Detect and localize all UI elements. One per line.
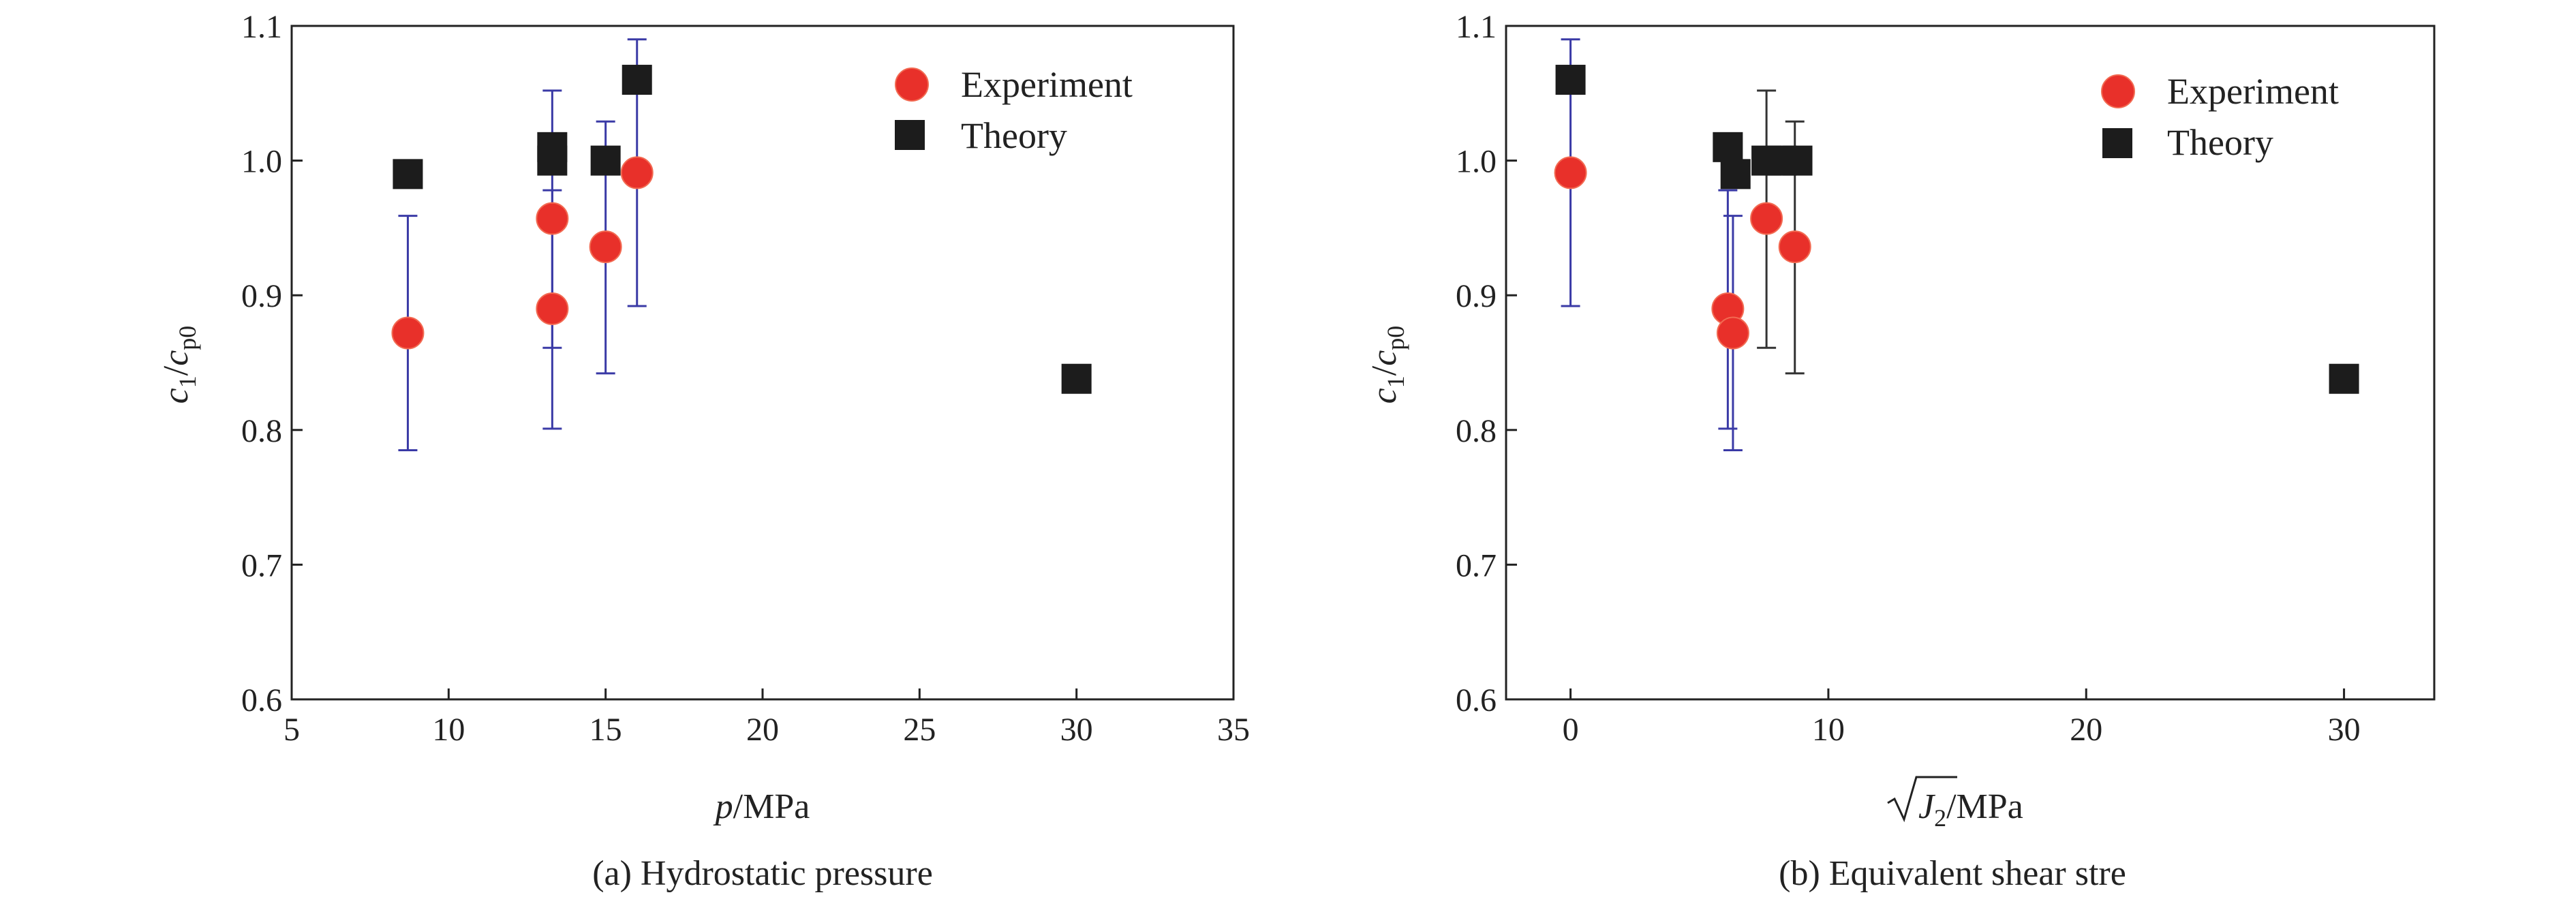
theory-point [590,145,621,176]
y-tick-label: 1.1 [241,9,282,45]
theory-point [1555,65,1586,95]
panel-caption: (a) Hydrostatic pressure [592,854,933,893]
experiment-point [1778,230,1811,264]
y-axis-label: c1/cp0 [1365,326,1409,404]
experiment-point [391,316,425,350]
theory-point [2329,363,2359,394]
x-tick-label: 5 [283,712,300,748]
legend-theory-marker [2102,128,2132,158]
legend-theory-marker [895,120,925,150]
x-axis-label: J2/MPa [1887,776,2023,832]
y-tick-label: 1.0 [241,144,282,180]
plot-frame [1505,25,2436,701]
svg-text:J2/MPa: J2/MPa [1918,787,2023,832]
y-tick-label: 0.9 [1456,278,1497,314]
y-tick-label: 1.0 [1456,144,1497,180]
tick-marks: 0 10 20 30 0.6 0.7 0.8 0.9 1.0 1.1 [1456,9,2361,748]
y-tick-label: 1.1 [1456,9,1497,45]
experiment-point [1554,156,1587,189]
data-marks [1554,38,2359,451]
x-tick-label: 35 [1217,712,1250,748]
experiment-point [1750,202,1783,235]
x-axis-label: p/MPa [713,787,810,826]
legend-experiment-marker [2101,74,2135,108]
chart-panel-hydrostatic: 5 10 15 20 25 30 35 0.6 0.7 0.8 0.9 1.0 1.1 c1/cp0 p… [157,9,1250,893]
experiment-point [589,230,622,264]
x-tick-label: 30 [2328,712,2361,748]
tick-marks: 5 10 15 20 25 30 35 0.6 0.7 0.8 0.9 1.0 1.1 [241,9,1250,748]
x-tick-label: 15 [589,712,622,748]
x-tick-label: 30 [1060,712,1093,748]
legend-experiment-label: Experiment [2167,71,2339,112]
x-tick-label: 20 [2070,712,2102,748]
legend-theory-label: Theory [961,115,1067,156]
x-tick-label: 10 [432,712,465,748]
x-tick-label: 10 [1812,712,1845,748]
data-marks [391,38,1092,451]
legend-experiment-marker [895,67,929,102]
theory-point [1713,132,1743,162]
experiment-point [620,156,654,189]
legend: Experiment Theory [2101,71,2339,163]
theory-point [1782,145,1813,176]
legend-experiment-label: Experiment [961,64,1133,105]
experiment-point [536,292,569,325]
plot-frame [290,25,1235,701]
y-tick-label: 0.7 [1456,547,1497,583]
experiment-point [1716,316,1749,350]
sqrt-symbol [1887,776,1957,823]
theory-point [1720,159,1751,189]
x-tick-label: 0 [1563,712,1579,748]
experiment-point [536,202,569,235]
theory-point [393,159,423,189]
chart-panel-shear: 0 10 20 300.60.70.80.91.01.1 c1/cp0 J2/MPa … [1365,9,2436,893]
x-tick-label: 20 [746,712,779,748]
legend: Experiment Theory [895,64,1133,156]
x-tick-label: 25 [903,712,936,748]
theory-point [622,65,652,95]
theory-point [537,132,568,162]
y-tick-label: 0.8 [241,413,282,449]
y-axis-label: c1/cp0 [157,326,201,404]
y-tick-label: 0.6 [1456,682,1497,718]
y-tick-label: 0.8 [1456,413,1497,449]
legend-theory-label: Theory [2167,122,2273,163]
y-tick-label: 0.6 [241,682,282,718]
y-tick-label: 0.9 [241,278,282,314]
panel-caption: (b) Equivalent shear stre [1779,854,2126,893]
theory-point [1061,363,1092,394]
y-tick-label: 0.7 [241,547,282,583]
